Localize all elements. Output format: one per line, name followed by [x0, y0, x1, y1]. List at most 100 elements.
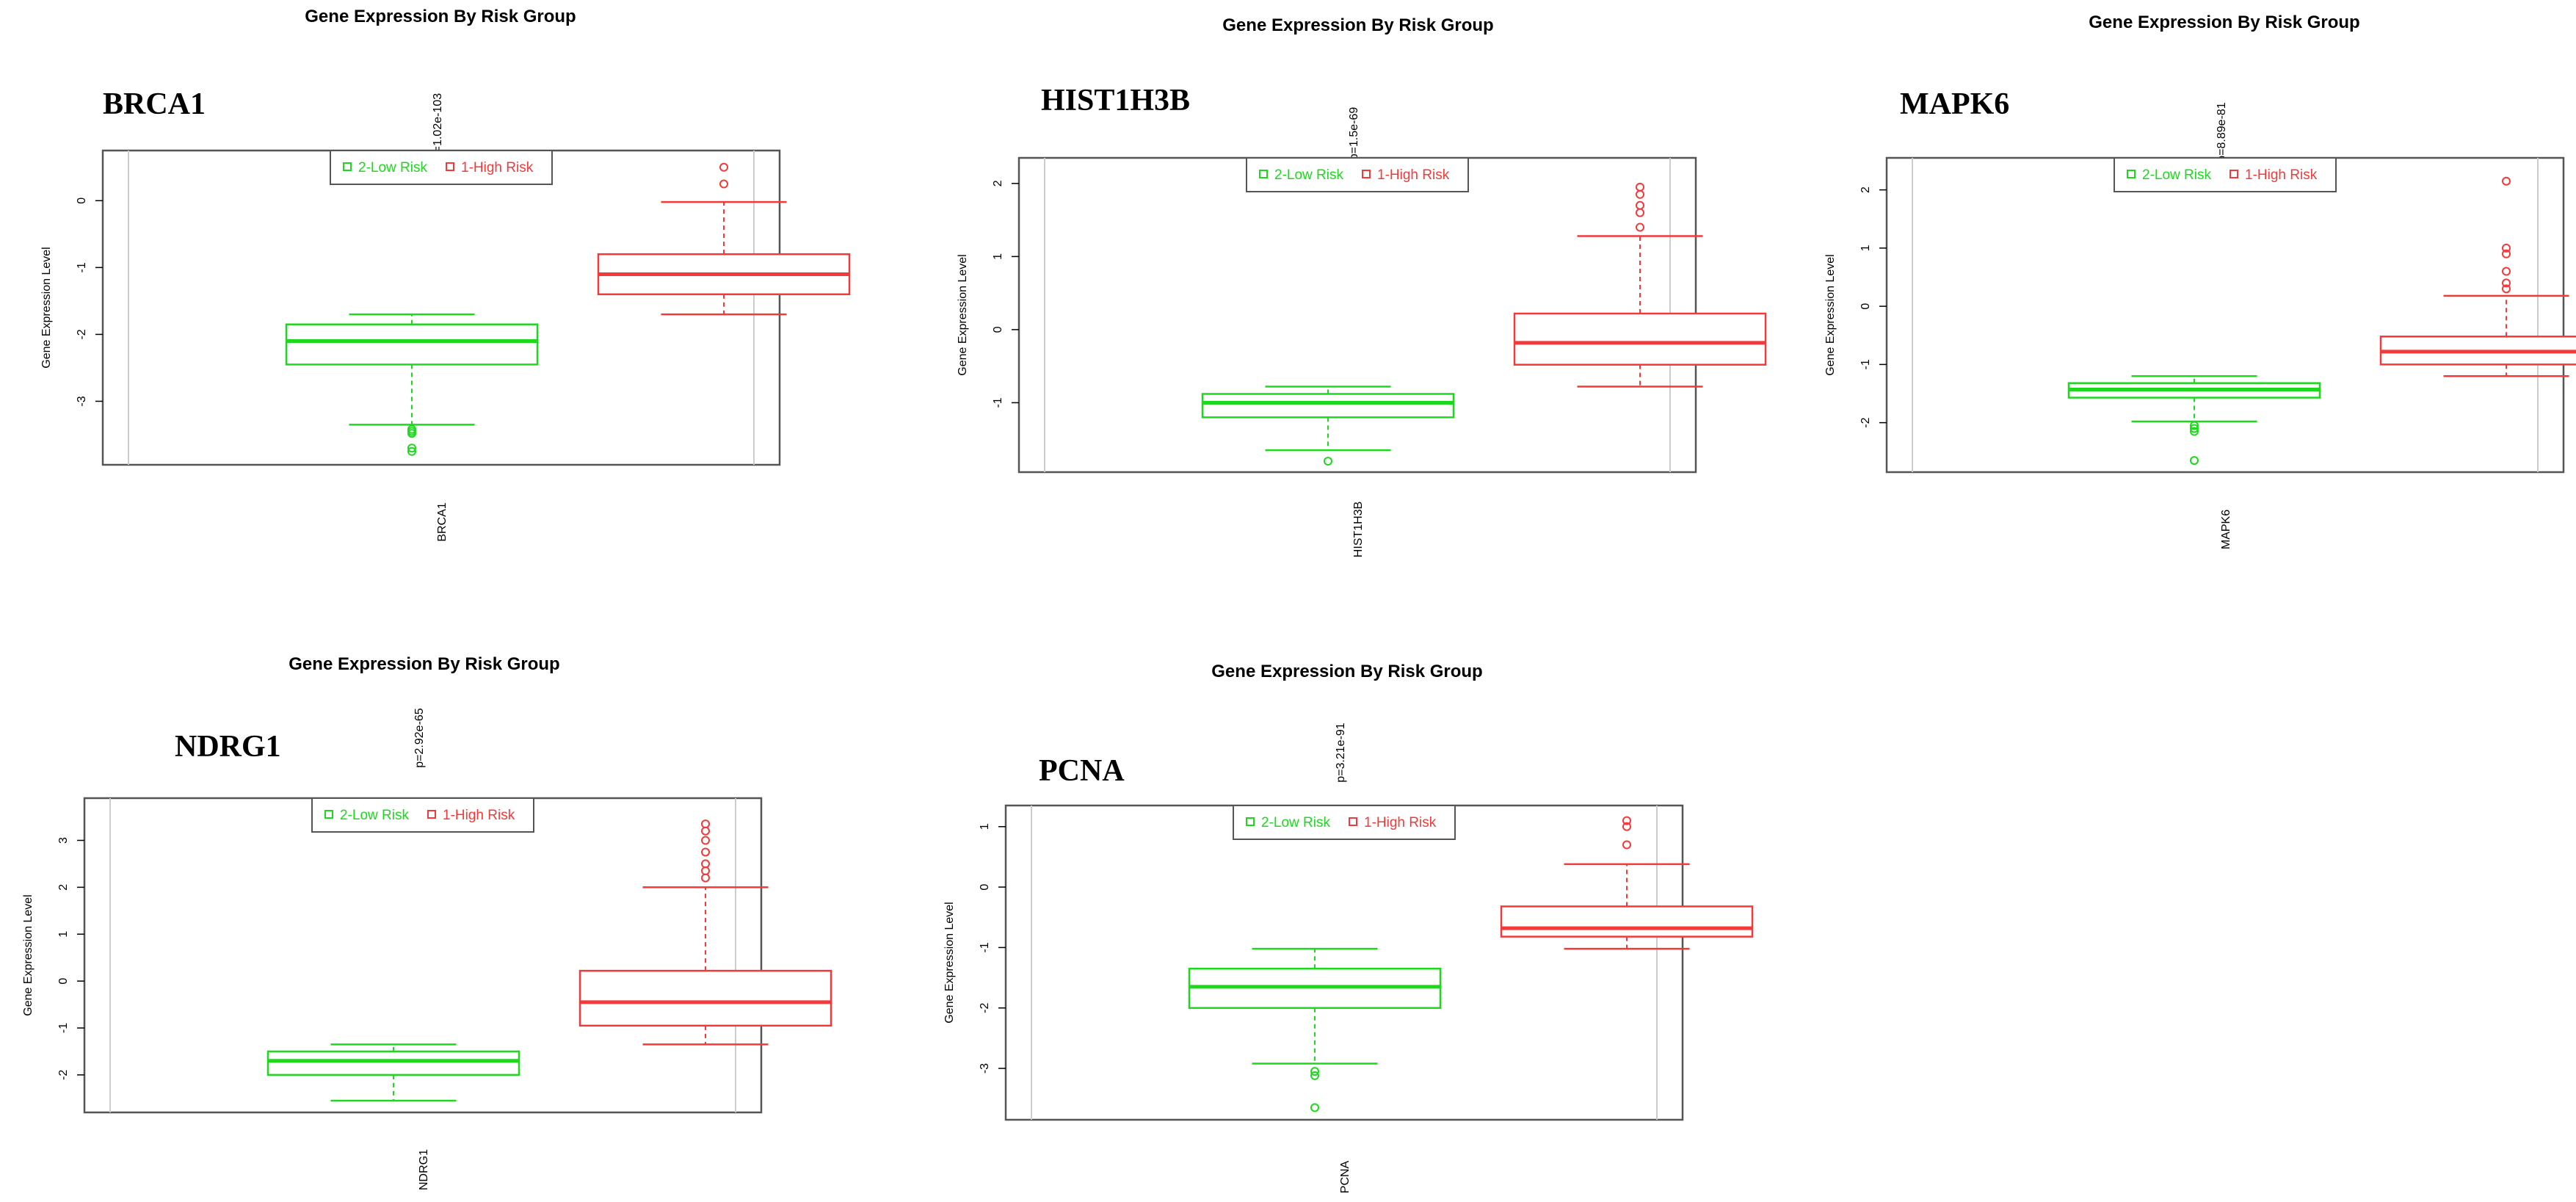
- iqr-box: [1513, 312, 1767, 366]
- legend-label: 1-High Risk: [2245, 167, 2318, 183]
- legend-label: 1-High Risk: [461, 160, 534, 175]
- y-tick-label: 2: [992, 180, 1004, 187]
- outlier-point: [2502, 267, 2511, 276]
- legend-swatch: [1246, 817, 1255, 826]
- outlier-point: [2502, 243, 2511, 253]
- legend-label: 2-Low Risk: [340, 808, 409, 823]
- legend-label: 2-Low Risk: [1261, 815, 1330, 830]
- y-tick-label: 0: [979, 884, 991, 891]
- plot-frame: [1004, 804, 1684, 1121]
- p-value-label: p=1.02e-103: [432, 93, 444, 159]
- y-tick-label: 2: [1860, 187, 1872, 193]
- outlier-point: [2190, 421, 2199, 430]
- legend-label: 1-High Risk: [1364, 815, 1437, 830]
- box-low-risk: [1188, 947, 1442, 1112]
- outlier-point: [2190, 424, 2199, 433]
- outlier-point: [719, 162, 728, 172]
- iqr-box: [285, 323, 539, 366]
- box-low-risk: [266, 1043, 520, 1102]
- y-tick-label: 1: [992, 253, 1004, 260]
- p-value-label: p=3.21e-91: [1335, 723, 1347, 783]
- box-low-risk: [1201, 385, 1455, 466]
- gene-name: MAPK6: [1900, 87, 2009, 121]
- x-axis-label: NDRG1: [418, 1149, 430, 1190]
- box-low-risk: [2067, 374, 2321, 466]
- gene-name: BRCA1: [103, 87, 206, 121]
- legend-swatch: [324, 810, 333, 819]
- panel-mapk6: Gene Expression By Risk Group MAPK6 p=8.89…: [1824, 12, 2576, 549]
- outlier-point: [701, 826, 710, 836]
- legend-swatch: [2127, 170, 2136, 178]
- iqr-box: [578, 969, 832, 1027]
- gene-name: PCNA: [1039, 754, 1125, 788]
- plot-frame: [1885, 156, 2565, 474]
- panel-hist1h3b: Gene Expression By Risk Group HIST1H3B p=1…: [957, 15, 1767, 557]
- y-tick-label: -2: [1860, 417, 1872, 427]
- y-tick-label: 1: [57, 931, 70, 938]
- y-tick-label: -2: [57, 1070, 70, 1080]
- outlier-point: [1310, 1071, 1319, 1080]
- box-high-risk: [597, 162, 851, 316]
- legend-box: [2114, 157, 2337, 192]
- outlier-point: [701, 859, 710, 869]
- outlier-point: [1636, 182, 1644, 192]
- box-high-risk: [578, 819, 832, 1046]
- outlier-point: [1310, 1103, 1319, 1112]
- legend-swatch: [427, 810, 436, 819]
- outlier-point: [1622, 840, 1631, 850]
- chart-title: Gene Expression By Risk Group: [289, 654, 559, 674]
- outlier-point: [701, 866, 710, 876]
- legend-swatch: [343, 162, 352, 171]
- y-axis-label: Gene Expression Level: [22, 894, 35, 1015]
- y-axis-label: Gene Expression Level: [1824, 254, 1837, 375]
- box-high-risk: [2379, 176, 2576, 377]
- y-tick-label: 3: [57, 837, 70, 844]
- outlier-point: [701, 873, 710, 883]
- y-axis-label: Gene Expression Level: [957, 254, 969, 375]
- legend-label: 2-Low Risk: [358, 160, 427, 175]
- outlier-point: [407, 443, 416, 453]
- outlier-point: [701, 847, 710, 857]
- legend-box: [1246, 157, 1469, 192]
- outlier-point: [1622, 822, 1631, 831]
- box-high-risk: [1513, 182, 1767, 388]
- y-tick-label: 1: [1860, 245, 1872, 251]
- outlier-point: [407, 446, 416, 456]
- y-tick-label: 0: [57, 978, 70, 985]
- outlier-point: [719, 179, 728, 189]
- legend-label: 2-Low Risk: [2142, 167, 2211, 183]
- y-tick-label: -1: [992, 397, 1004, 408]
- box-low-risk: [285, 313, 539, 456]
- iqr-box: [1201, 393, 1455, 419]
- chart-title: Gene Expression By Risk Group: [305, 7, 576, 26]
- x-axis-label: MAPK6: [2220, 510, 2232, 549]
- y-axis-label: Gene Expression Level: [40, 247, 53, 368]
- y-tick-label: -1: [57, 1023, 70, 1033]
- x-axis-label: PCNA: [1339, 1160, 1352, 1193]
- y-tick-label: 0: [76, 198, 88, 204]
- outlier-point: [1310, 1067, 1319, 1076]
- legend-swatch: [1259, 170, 1268, 178]
- outlier-point: [1636, 200, 1644, 210]
- legend-label: 2-Low Risk: [1274, 167, 1343, 183]
- plot-frame: [101, 149, 781, 466]
- outlier-point: [1324, 457, 1332, 466]
- chart-title: Gene Expression By Risk Group: [1222, 15, 1493, 35]
- legend-swatch: [1362, 170, 1371, 178]
- y-tick-label: 0: [1860, 303, 1872, 310]
- outlier-point: [2502, 249, 2511, 258]
- legend-box: [330, 150, 553, 185]
- y-tick-label: -1: [76, 262, 88, 272]
- outlier-point: [407, 429, 416, 438]
- y-tick-label: 1: [979, 823, 991, 830]
- chart-title: Gene Expression By Risk Group: [1211, 662, 1482, 681]
- iqr-box: [266, 1050, 520, 1076]
- y-tick-label: -3: [76, 396, 88, 406]
- panel-ndrg1: Gene Expression By Risk Group NDRG1 p=2.92…: [22, 654, 832, 1190]
- panel-pcna: Gene Expression By Risk Group PCNA p=3.21e…: [943, 662, 1754, 1193]
- box-high-risk: [1500, 816, 1754, 950]
- panel-brca1: Gene Expression By Risk Group BRCA1 p=1.02…: [40, 7, 851, 542]
- outlier-point: [701, 819, 710, 829]
- outlier-point: [2502, 176, 2511, 186]
